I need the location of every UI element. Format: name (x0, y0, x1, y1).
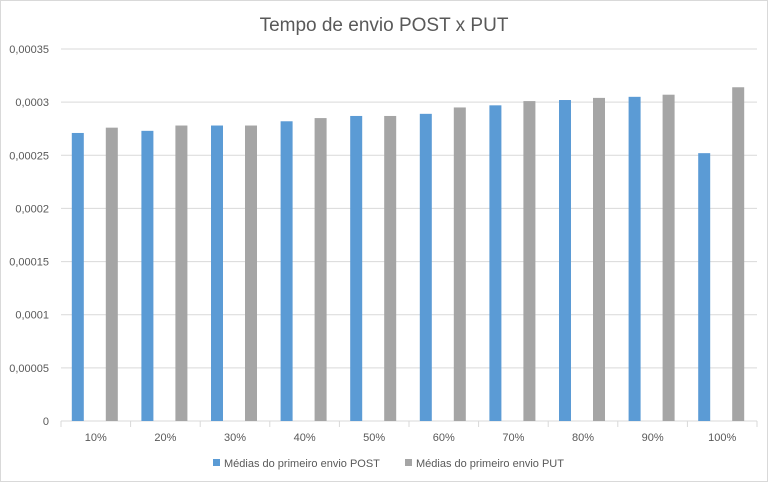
x-axis-ticks: 10% 20% 30% 40% 50% 60% 70% 80% 90% 100% (60, 421, 758, 444)
y-tick-label: 0,00005 (9, 363, 49, 375)
y-tick-label: 0,00035 (9, 44, 49, 56)
bar-post (141, 130, 154, 421)
x-tick-label: 100% (708, 432, 736, 444)
bar-post (489, 105, 502, 422)
x-tick-label: 10% (85, 432, 107, 444)
x-tick-label: 20% (154, 432, 176, 444)
gridlines (61, 48, 757, 422)
y-tick-label: 0 (43, 416, 49, 428)
y-tick-label: 0,00015 (9, 257, 49, 269)
bar-put (384, 115, 397, 422)
bar-put (732, 87, 745, 422)
bar-post (419, 113, 432, 421)
bar-put (245, 125, 257, 422)
bar-post (350, 115, 363, 422)
bar-post (698, 153, 711, 421)
bar-put (105, 127, 118, 421)
legend-label-post: Médias do primeiro envio POST (224, 458, 380, 470)
bar-post (71, 132, 84, 422)
bars (71, 87, 745, 422)
bar-post (280, 121, 293, 421)
bar-put (453, 107, 466, 421)
bar-post (211, 125, 223, 422)
x-tick-label: 60% (433, 432, 455, 444)
x-tick-label: 80% (572, 432, 594, 444)
x-tick-label: 70% (502, 432, 524, 444)
bar-put (175, 125, 188, 422)
x-tick-label: 40% (294, 432, 316, 444)
chart-title: Tempo de envio POST x PUT (260, 15, 509, 36)
y-tick-label: 0,00025 (9, 150, 49, 162)
bar-put (314, 118, 327, 421)
legend-swatch-post (213, 459, 220, 466)
y-tick-label: 0,0003 (15, 97, 49, 109)
y-tick-label: 0,0001 (15, 310, 49, 322)
x-tick-label: 50% (363, 432, 385, 444)
bar-put (523, 101, 536, 421)
y-axis-ticks: 0 0,00005 0,0001 0,00015 0,0002 0,00025 0,0003… (9, 44, 49, 428)
bar-put (593, 97, 605, 422)
x-tick-label: 30% (224, 432, 246, 444)
legend: Médias do primeiro envio POST Médias do p… (213, 458, 564, 470)
legend-swatch-put (405, 459, 412, 466)
x-tick-label: 90% (642, 432, 664, 444)
legend-label-put: Médias do primeiro envio PUT (416, 458, 564, 470)
bar-put (662, 94, 675, 422)
bar-post (628, 96, 641, 421)
y-tick-label: 0,0002 (15, 203, 49, 215)
bar-post (559, 100, 571, 421)
